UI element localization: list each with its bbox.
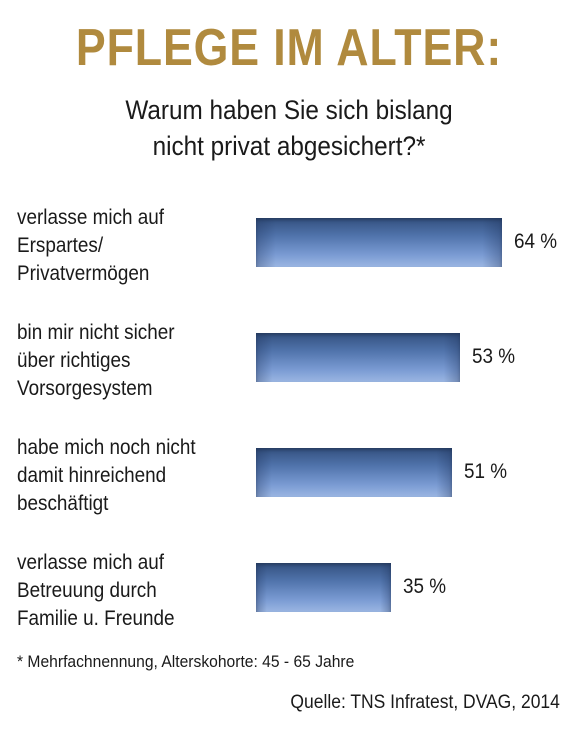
subtitle-line-2: nicht privat abgesichert?* <box>152 131 426 161</box>
category-label: verlasse mich auf Erspartes/Privatvermöge… <box>17 204 224 288</box>
value-label: 64 % <box>514 230 558 253</box>
category-label-line: bin mir nicht sicher <box>17 321 175 344</box>
category-label-line: Betreuung durch <box>17 579 157 602</box>
category-label: habe mich noch nicht damit hinreichend bes… <box>17 434 224 518</box>
category-label-line: habe mich noch nicht <box>17 436 196 459</box>
category-label-line: damit hinreichend <box>17 464 167 487</box>
category-label-line: über richtiges <box>17 349 131 372</box>
category-label-line: verlasse mich auf <box>17 551 165 574</box>
chart-title: PFLEGE IM ALTER: <box>75 19 503 77</box>
category-label-line: Familie u. Freunde <box>17 607 175 630</box>
category-label-line: beschäftigt <box>17 492 109 515</box>
category-label-line: Vorsorgesystem <box>17 377 153 400</box>
bar <box>256 333 460 382</box>
category-label: bin mir nicht sicher über richtiges Vorsor… <box>17 319 224 403</box>
value-label: 35 % <box>402 575 446 598</box>
bar <box>256 563 391 612</box>
value-label: 51 % <box>464 460 508 483</box>
source-note: Quelle: TNS Infratest, DVAG, 2014 <box>290 692 560 713</box>
bar <box>256 448 453 497</box>
subtitle-line-1: Warum haben Sie sich bislang <box>125 95 453 125</box>
category-label-line: Privatvermögen <box>17 262 150 285</box>
value-label: 53 % <box>471 345 515 368</box>
footnote: * Mehrfachnennung, Alterskohorte: 45 - 6… <box>17 652 355 671</box>
category-label-line: Erspartes/ <box>17 234 104 257</box>
category-label: verlasse mich auf Betreuung durch Familie … <box>17 549 224 633</box>
bar <box>256 218 502 267</box>
bar-chart: verlasse mich auf Erspartes/Privatvermöge… <box>0 190 578 640</box>
category-label-line: verlasse mich auf <box>17 206 165 229</box>
chart-subtitle: Warum haben Sie sich bislang nicht priva… <box>29 92 549 164</box>
